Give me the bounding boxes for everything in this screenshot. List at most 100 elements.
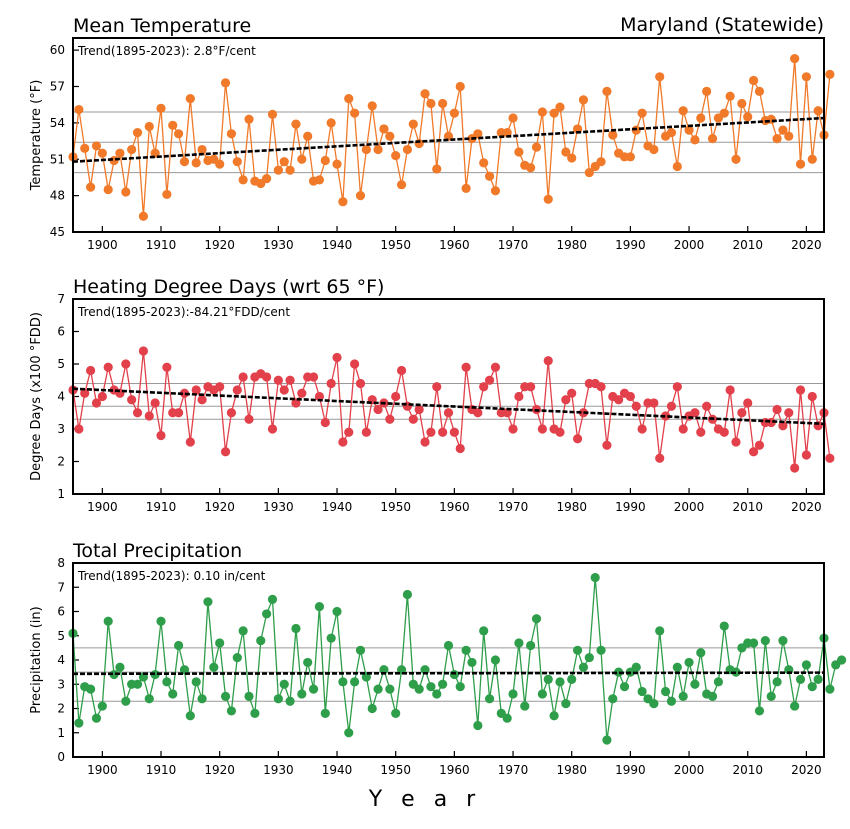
data-point bbox=[220, 691, 231, 701]
y-tick-label: 2 bbox=[57, 702, 65, 716]
data-point bbox=[338, 437, 348, 447]
data-point bbox=[297, 689, 307, 699]
data-point bbox=[731, 437, 741, 447]
data-point bbox=[772, 134, 782, 144]
x-tick-label: 2010 bbox=[732, 500, 763, 514]
data-point bbox=[91, 398, 102, 408]
data-point bbox=[766, 691, 776, 701]
data-point bbox=[326, 633, 336, 643]
data-point bbox=[238, 372, 248, 382]
x-tick-label: 1960 bbox=[439, 500, 470, 514]
data-point bbox=[220, 78, 231, 88]
data-point bbox=[168, 689, 178, 699]
data-point bbox=[455, 443, 465, 454]
data-point bbox=[86, 684, 96, 694]
data-point bbox=[619, 682, 630, 692]
data-point bbox=[614, 395, 624, 405]
y-tick-label: 7 bbox=[57, 292, 65, 306]
data-point bbox=[526, 640, 536, 651]
data-point bbox=[790, 54, 800, 64]
data-point bbox=[361, 144, 371, 155]
data-point bbox=[361, 427, 371, 437]
data-point bbox=[543, 194, 553, 204]
data-point bbox=[696, 427, 706, 437]
data-point bbox=[754, 440, 765, 450]
data-point bbox=[467, 657, 477, 668]
y-tick-label: 6 bbox=[57, 325, 65, 339]
data-point bbox=[696, 113, 706, 123]
data-point bbox=[660, 686, 671, 697]
data-point bbox=[784, 408, 794, 418]
data-point bbox=[97, 391, 107, 402]
data-point bbox=[402, 589, 413, 600]
data-point bbox=[813, 674, 823, 685]
data-point bbox=[443, 640, 454, 651]
data-point bbox=[637, 686, 647, 697]
x-tick-label: 1960 bbox=[439, 763, 470, 777]
data-point bbox=[308, 372, 319, 382]
data-point bbox=[825, 453, 835, 463]
x-tick-label: 1930 bbox=[263, 763, 294, 777]
y-axis-label: Degree Days (x100 °FDD) bbox=[29, 312, 44, 481]
data-point bbox=[432, 689, 442, 699]
data-point bbox=[414, 684, 424, 694]
y-tick-label: 8 bbox=[57, 556, 65, 570]
data-point bbox=[174, 408, 184, 418]
data-point bbox=[138, 211, 149, 221]
data-point bbox=[455, 81, 465, 92]
data-point bbox=[778, 421, 788, 431]
data-point bbox=[355, 378, 366, 389]
trend-line bbox=[72, 116, 825, 163]
data-point bbox=[144, 121, 154, 132]
panel-title: Mean Temperature bbox=[73, 15, 251, 37]
data-point bbox=[244, 114, 254, 124]
y-tick-label: 54 bbox=[50, 116, 65, 130]
data-point bbox=[567, 674, 577, 685]
data-point bbox=[561, 395, 571, 405]
data-point bbox=[572, 645, 583, 655]
data-point bbox=[226, 129, 237, 139]
y-tick-label: 5 bbox=[57, 629, 65, 643]
data-point bbox=[514, 391, 524, 402]
data-point bbox=[379, 665, 389, 675]
data-point bbox=[666, 127, 677, 138]
data-point bbox=[725, 385, 735, 395]
data-point bbox=[795, 385, 806, 395]
data-point bbox=[655, 626, 665, 636]
data-point bbox=[748, 447, 759, 457]
data-point bbox=[479, 626, 489, 636]
data-point bbox=[426, 682, 436, 692]
data-point bbox=[350, 359, 360, 369]
data-point bbox=[285, 696, 295, 706]
data-point bbox=[121, 359, 131, 369]
y-tick-label: 48 bbox=[50, 189, 65, 203]
data-point bbox=[396, 180, 407, 190]
data-point bbox=[103, 362, 113, 372]
data-point bbox=[754, 86, 765, 96]
data-point bbox=[297, 388, 307, 398]
data-point bbox=[291, 623, 301, 634]
y-axis-label: Temperature (°F) bbox=[29, 80, 44, 192]
y-tick-label: 60 bbox=[50, 43, 65, 57]
data-point bbox=[132, 408, 143, 418]
data-point bbox=[367, 101, 377, 111]
data-point bbox=[719, 108, 729, 118]
data-point bbox=[297, 154, 307, 164]
data-point bbox=[191, 385, 201, 395]
data-point bbox=[508, 424, 518, 434]
x-tick-label: 2000 bbox=[674, 500, 705, 514]
data-point bbox=[314, 175, 325, 185]
data-point bbox=[602, 440, 612, 450]
data-point bbox=[649, 398, 659, 408]
data-point bbox=[74, 718, 84, 728]
x-tick-label: 1900 bbox=[87, 238, 118, 252]
x-tick-label: 2020 bbox=[791, 500, 822, 514]
data-point bbox=[361, 672, 371, 682]
data-point bbox=[191, 677, 201, 687]
y-tick-label: 2 bbox=[57, 455, 65, 469]
data-point bbox=[109, 669, 119, 680]
data-point bbox=[490, 362, 501, 372]
data-point bbox=[737, 98, 747, 109]
data-point bbox=[262, 174, 272, 184]
data-point bbox=[391, 391, 401, 402]
